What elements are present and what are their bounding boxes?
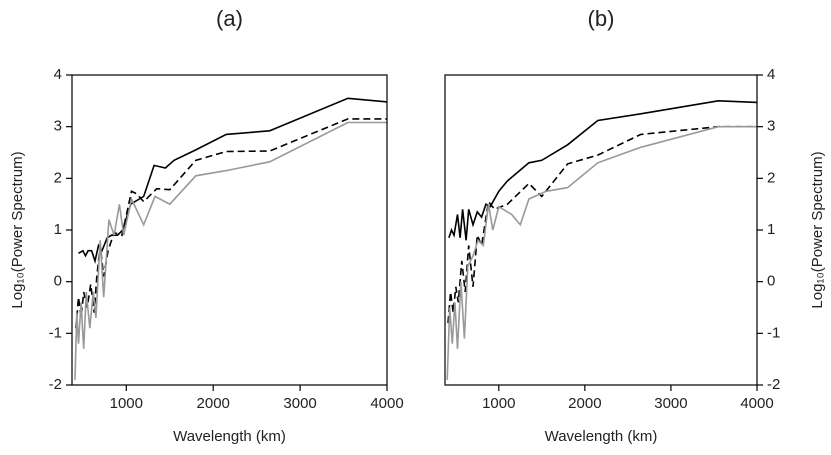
x-tick-label: 3000	[283, 395, 316, 412]
y-tick-label: 3	[767, 118, 775, 135]
x-tick-label: 1000	[110, 395, 143, 412]
x-tick-label: 4000	[370, 395, 403, 412]
x-axis-label: Wavelength (km)	[545, 428, 658, 445]
y-tick-label: 1	[767, 221, 775, 238]
plot-frame	[444, 74, 758, 386]
series-line	[448, 99, 757, 241]
y-tick-label: -2	[49, 376, 62, 393]
series-line	[78, 97, 387, 264]
x-tick-label: 4000	[740, 395, 773, 412]
y-tick-label: -2	[767, 376, 780, 393]
y-axis-label: Log₁₀(Power Spectrum)	[9, 151, 26, 308]
x-tick-label: 3000	[654, 395, 687, 412]
panel-title: (a)	[216, 6, 243, 31]
y-tick-label: 2	[767, 169, 775, 186]
panel-title: (b)	[588, 6, 615, 31]
x-tick-label: 2000	[197, 395, 230, 412]
series-line	[447, 125, 757, 324]
y-tick-label: 3	[54, 118, 62, 135]
series-line	[74, 121, 387, 380]
y-tick-label: -1	[49, 324, 62, 341]
y-tick-label: 0	[54, 273, 62, 290]
x-tick-label: 2000	[568, 395, 601, 412]
y-tick-label: 0	[767, 273, 775, 290]
y-tick-label: 2	[54, 169, 62, 186]
x-tick-label: 1000	[482, 395, 515, 412]
x-axis-label: Wavelength (km)	[173, 428, 286, 445]
y-tick-label: 4	[54, 66, 62, 83]
y-tick-label: -1	[767, 324, 780, 341]
plot-frame	[71, 74, 388, 386]
y-tick-label: 1	[54, 221, 62, 238]
y-tick-label: 4	[767, 66, 775, 83]
y-axis-label: Log₁₀(Power Spectrum)	[809, 151, 826, 308]
series-line	[446, 125, 757, 380]
